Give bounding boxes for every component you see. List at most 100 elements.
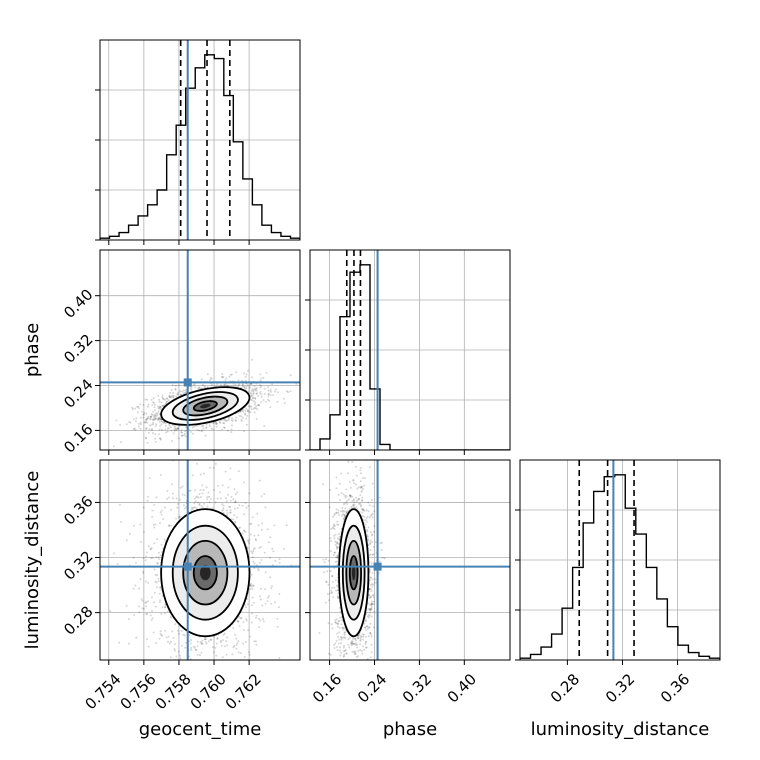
panel-hist-phase [310, 250, 510, 450]
sample-point [273, 524, 276, 527]
sample-point [368, 554, 371, 557]
sample-point [168, 524, 171, 527]
sample-point [363, 648, 366, 651]
sample-point [336, 563, 339, 566]
sample-point [256, 512, 259, 515]
sample-point [345, 652, 348, 655]
sample-point [355, 483, 357, 486]
sample-point [318, 632, 321, 634]
sample-point [236, 620, 239, 623]
sample-point [197, 496, 200, 499]
sample-point [244, 409, 247, 412]
sample-point [238, 526, 241, 529]
sample-point [157, 556, 160, 559]
sample-point [145, 427, 148, 430]
sample-point [147, 431, 150, 434]
sample-point [204, 641, 207, 644]
sample-point [265, 371, 268, 374]
sample-point [236, 642, 239, 645]
sample-point [134, 407, 137, 410]
sample-point [246, 410, 249, 413]
sample-point [334, 540, 337, 543]
sample-point [369, 656, 372, 659]
sample-point [274, 390, 276, 393]
sample-point [364, 643, 367, 645]
sample-point [370, 606, 373, 609]
sample-point [229, 374, 232, 376]
sample-point [225, 644, 228, 647]
sample-point [260, 401, 263, 403]
sample-point [192, 645, 195, 648]
sample-point [176, 506, 179, 509]
sample-point [202, 424, 205, 427]
sample-point [150, 557, 153, 560]
sample-point [354, 642, 357, 645]
histogram-phase [310, 264, 510, 450]
sample-point [369, 516, 371, 519]
sample-point [369, 539, 372, 542]
sample-point [222, 375, 225, 378]
sample-point [245, 423, 248, 426]
sample-point [235, 644, 238, 646]
sample-point [359, 638, 362, 641]
sample-point [229, 499, 232, 502]
sample-point [147, 415, 150, 418]
sample-point [180, 629, 183, 632]
sample-point [231, 419, 234, 422]
sample-point [212, 467, 215, 469]
sample-point [333, 586, 336, 589]
sample-point [144, 559, 147, 562]
sample-point [184, 388, 187, 391]
sample-point [238, 616, 241, 619]
sample-point [129, 421, 132, 424]
sample-point [343, 632, 346, 634]
truth-marker [183, 378, 192, 387]
sample-point [196, 653, 199, 656]
sample-point [206, 498, 209, 501]
sample-point [266, 398, 269, 401]
sample-point [216, 497, 219, 500]
sample-point [277, 391, 279, 394]
sample-point [267, 389, 270, 392]
sample-point [360, 505, 362, 508]
sample-point [222, 507, 225, 510]
sample-point [356, 675, 358, 677]
sample-point [161, 594, 164, 597]
sample-point [331, 574, 334, 577]
sample-point [341, 676, 343, 678]
sample-point [158, 400, 161, 403]
sample-point [243, 385, 246, 388]
sample-point [364, 620, 367, 623]
sample-point [341, 509, 344, 512]
sample-point [271, 547, 274, 550]
sample-point [338, 533, 340, 535]
sample-point [226, 429, 229, 432]
sample-point [154, 414, 157, 416]
sample-point [188, 640, 191, 643]
sample-point [252, 393, 255, 396]
sample-point [230, 373, 233, 376]
sample-point [142, 506, 145, 509]
sample-point [160, 428, 163, 431]
sample-point [137, 405, 140, 408]
sample-point [344, 637, 347, 640]
sample-point [203, 385, 206, 388]
sample-point [238, 625, 241, 628]
sample-point [352, 642, 355, 645]
sample-point [161, 420, 164, 423]
sample-point [269, 576, 272, 579]
sample-point [151, 509, 154, 512]
sample-point [211, 384, 213, 386]
sample-point [144, 420, 147, 423]
sample-point [158, 398, 161, 401]
sample-point [198, 493, 201, 496]
sample-point [143, 607, 145, 610]
sample-point [244, 531, 247, 533]
sample-point [367, 539, 370, 542]
sample-point [325, 580, 328, 583]
sample-point [229, 511, 232, 514]
sample-point [181, 485, 184, 488]
sample-point [181, 390, 184, 393]
sample-point [371, 516, 374, 519]
sample-point [246, 384, 249, 387]
